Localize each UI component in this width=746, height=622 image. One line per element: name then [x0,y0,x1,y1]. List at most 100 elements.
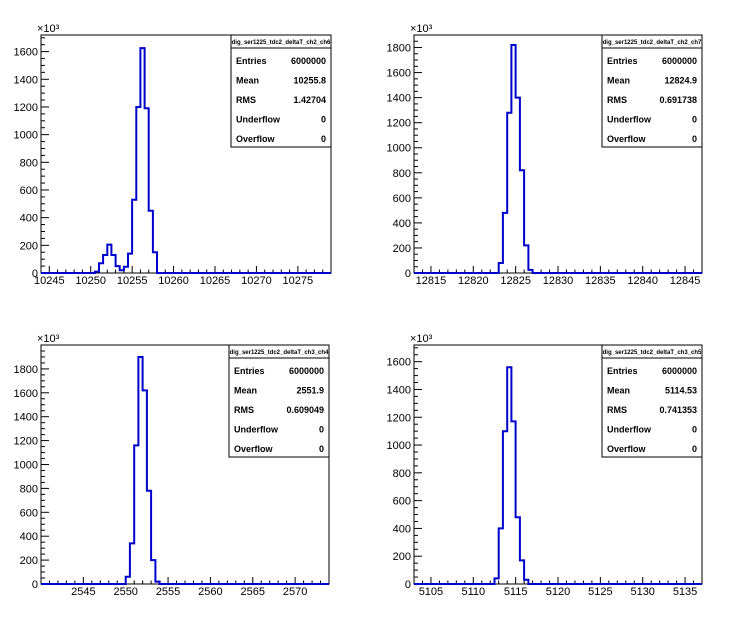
y-tick-label: 1400 [14,74,38,86]
y-tick-label: 1000 [387,440,411,452]
x-tick-label: 5125 [588,586,612,598]
y-tick-label: 0 [32,268,38,280]
x-tick-label: 10255 [117,275,148,287]
histogram-bin [151,560,155,584]
stats-label: Underflow [236,115,281,125]
histogram-panel-3: 2545 2550 2555 2560 2565 2570 0 200 400 600 800 100… [14,333,330,598]
stats-value: 1.42704 [293,95,326,105]
histogram-bin [524,580,528,584]
x-tick-label: 5110 [461,586,485,598]
stats-value: 0 [692,444,697,454]
y-tick-label: 1600 [14,47,38,59]
y-tick-label: 600 [393,193,411,205]
histogram-line [41,47,331,274]
stats-title: dig_ser1225_tdc2_deltaT_ch3_ch4 [230,350,329,356]
histogram-bin [153,252,157,273]
stats-label: RMS [607,95,627,105]
y-multiplier-label: ×10³ [37,23,60,35]
y-tick-label: 1000 [387,143,411,155]
stats-value: 0 [321,134,326,144]
histogram-bin [494,578,498,584]
y-tick-label: 1800 [387,43,411,55]
stats-value: 5114.53 [665,386,697,396]
histogram-bin [107,245,111,273]
x-tick-label: 12840 [627,275,658,287]
x-tick-label: 12835 [585,275,616,287]
histogram-bin [511,45,515,273]
histogram-bin [130,543,134,584]
histogram-bin [128,254,132,273]
y-tick-label: 600 [20,507,38,519]
histogram-line [414,366,702,585]
x-tick-label: 2565 [241,586,265,598]
x-tick-label: 2545 [71,586,95,598]
stats-label: Overflow [607,444,647,454]
y-tick-label: 200 [393,551,411,563]
stats-label: Underflow [607,425,652,435]
y-tick-label: 800 [393,168,411,180]
histogram-bin [147,491,151,584]
histogram-line [414,44,702,274]
x-tick-label: 10270 [241,275,272,287]
stats-title: dig_ser1225_tdc2_deltaT_ch3_ch5 [603,350,702,356]
x-tick-label: 12825 [500,275,531,287]
y-tick-label: 1400 [387,93,411,105]
x-tick-label: 12815 [416,275,447,287]
histogram-bin [116,266,120,273]
histogram-bin [126,577,130,584]
stats-value: 12824.9 [664,76,697,86]
y-tick-label: 1800 [14,364,38,376]
stats-label: Mean [236,76,259,86]
y-tick-label: 1400 [14,412,38,424]
stats-label: Entries [607,366,638,376]
stats-label: Underflow [234,425,279,435]
stats-value: 6000000 [662,56,697,66]
x-tick-label: 2555 [156,586,180,598]
y-tick-label: 1200 [14,436,38,448]
stats-label: Entries [234,366,265,376]
y-tick-label: 800 [393,468,411,480]
x-tick-label: 5115 [504,586,528,598]
stats-value: 0 [321,115,326,125]
stats-label: Entries [607,56,638,66]
histogram-bin [503,213,507,273]
stats-box [228,344,330,458]
histogram-bin [103,255,107,273]
stats-value: 6000000 [662,366,697,376]
stats-value: 0 [692,134,697,144]
histogram-bin [99,263,103,273]
stats-label: Mean [234,386,257,396]
histogram-bin [111,255,115,273]
histogram-line [41,356,329,585]
y-tick-label: 200 [20,555,38,567]
y-tick-label: 1200 [14,102,38,114]
stats-box [230,34,332,148]
stats-value: 0 [319,444,324,454]
histogram-bin [499,263,503,273]
histogram-bin [511,421,515,584]
y-tick-label: 1000 [14,130,38,142]
stats-title: dig_ser1225_tdc2_deltaT_ch2_ch7 [603,40,702,46]
y-tick-label: 1400 [387,384,411,396]
stats-box [601,344,703,458]
y-tick-label: 1200 [387,412,411,424]
histogram-bin [155,582,159,584]
y-tick-label: 400 [20,531,38,543]
stats-value: 2551.9 [296,386,324,396]
stats-label: RMS [236,95,256,105]
histogram-panel-4: 5105 5110 5115 5120 5125 5130 5135 0 200 400 600 80… [387,333,703,598]
histogram-bin [120,270,124,273]
stats-value: 10255.8 [293,76,326,86]
x-tick-label: 10275 [283,275,314,287]
histogram-bin [516,517,520,584]
histogram-panel-2: 12815 12820 12825 12830 12835 12840 12845 0 200 4… [387,23,703,287]
histogram-bin [124,267,128,273]
histogram-bin [503,431,507,584]
y-tick-label: 0 [405,268,411,280]
y-tick-label: 1600 [387,357,411,369]
y-tick-label: 0 [405,579,411,591]
x-tick-label: 2550 [113,586,137,598]
x-tick-label: 5105 [419,586,443,598]
histogram-bin [138,357,142,584]
